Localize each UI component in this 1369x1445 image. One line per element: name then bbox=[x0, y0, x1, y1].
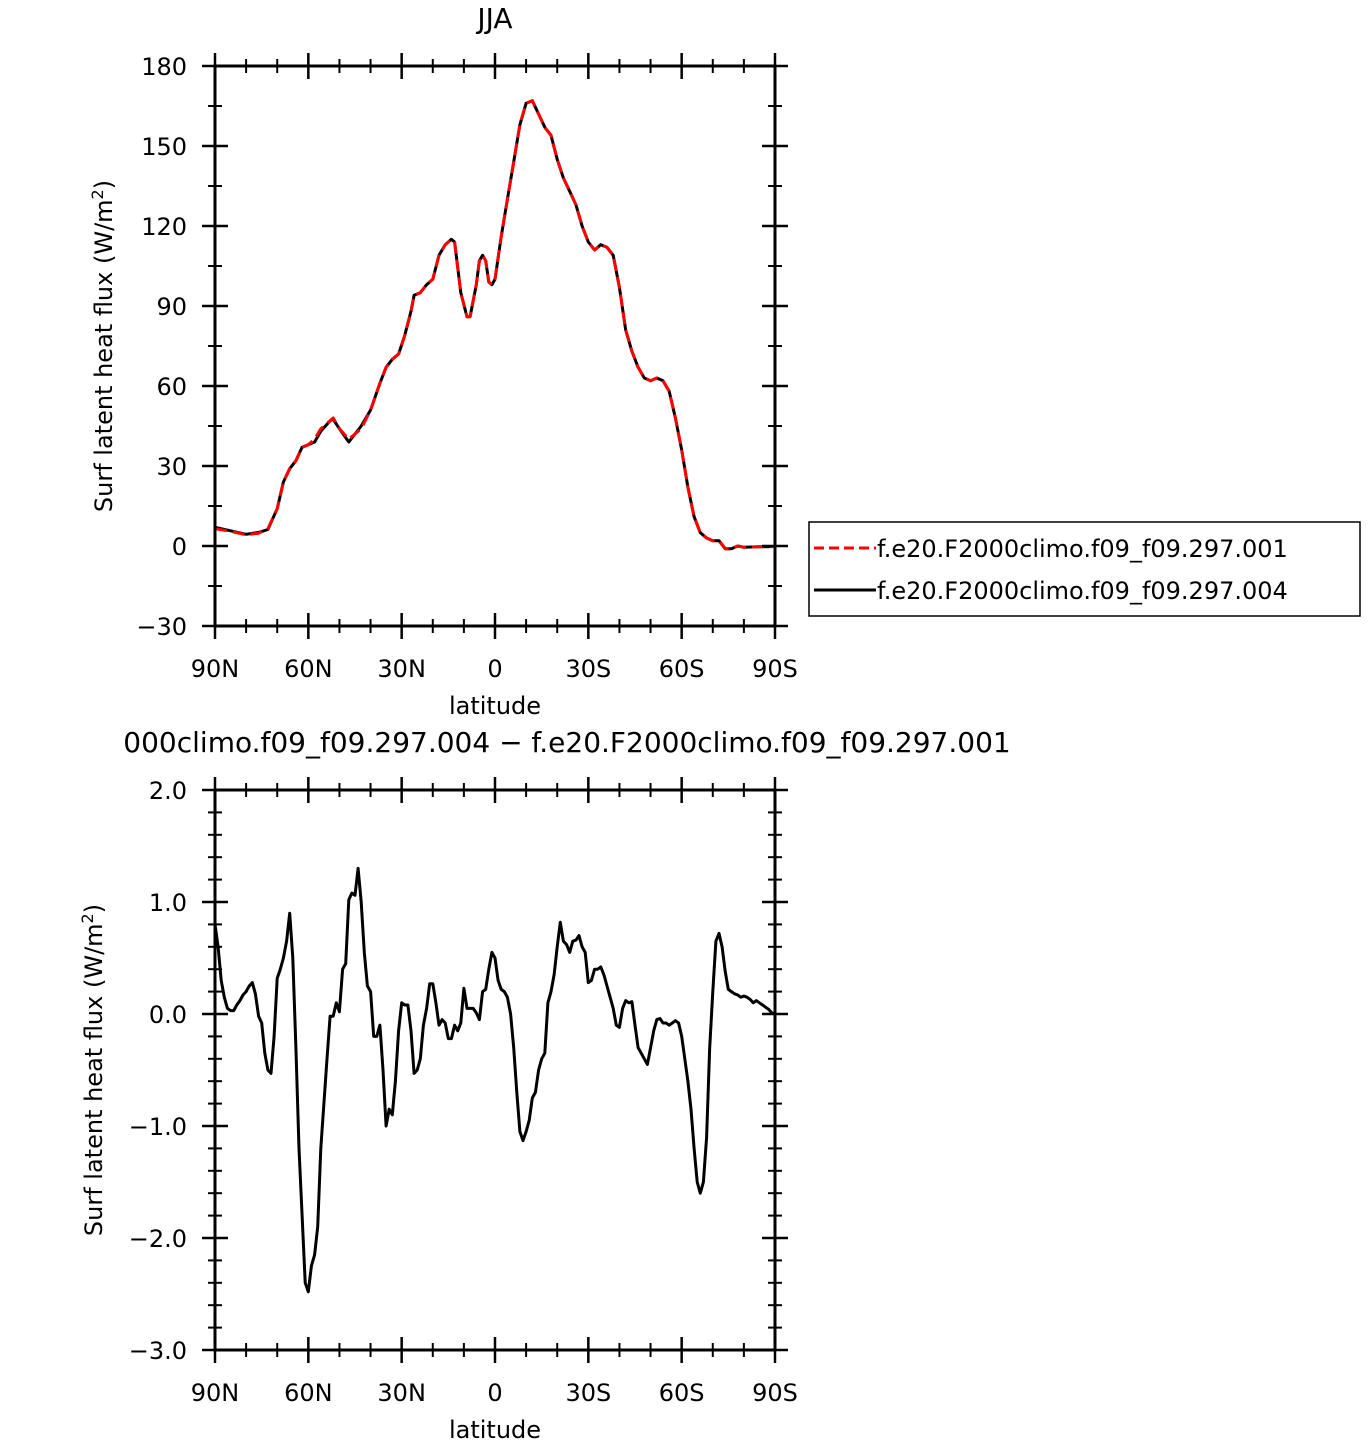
top-chart-y-tick-label: −30 bbox=[136, 613, 187, 641]
top-chart-x-tick-label: 60N bbox=[284, 655, 333, 683]
top-chart-x-tick-label: 0 bbox=[487, 655, 502, 683]
difference-chart-y-axis-label: Surf latent heat flux (W/m2) bbox=[78, 904, 108, 1236]
top-chart-y-tick-label: 150 bbox=[141, 133, 187, 161]
top-chart-y-axis-label: Surf latent heat flux (W/m2) bbox=[88, 180, 118, 512]
top-chart-y-tick-label: 30 bbox=[156, 453, 187, 481]
difference-chart-x-axis-label: latitude bbox=[449, 1416, 541, 1444]
top-chart-plot-frame bbox=[213, 64, 777, 628]
top-chart-x-tick-label: 60S bbox=[659, 655, 705, 683]
difference-line bbox=[213, 866, 776, 1294]
difference-chart-title: 000climo.f09_f09.297.004 − f.e20.F2000cl… bbox=[123, 726, 1010, 759]
top-chart-title: JJA bbox=[475, 2, 512, 35]
top-chart-x-tick-label: 30N bbox=[377, 655, 426, 683]
difference-chart-y-tick-label: 2.0 bbox=[149, 777, 187, 805]
difference-chart-x-tick-label: 30N bbox=[377, 1379, 426, 1407]
difference-chart-y-tick-label: −3.0 bbox=[129, 1337, 187, 1365]
difference-chart-plot-frame bbox=[213, 788, 777, 1352]
difference-chart-x-tick-label: 90S bbox=[752, 1379, 798, 1407]
top-chart-y-tick-label: 0 bbox=[172, 533, 187, 561]
top-chart-x-tick-label: 90S bbox=[752, 655, 798, 683]
top-chart-panel: JJA −30 0 30 60 90 120 150 180 90N 60N 30N 0 30S 60S 9… bbox=[88, 2, 798, 720]
top-chart-x-axis-label: latitude bbox=[449, 692, 541, 720]
difference-chart-y-tick-label: 0.0 bbox=[149, 1001, 187, 1029]
top-chart-x-tick-label: 90N bbox=[191, 655, 240, 683]
difference-chart-x-tick-label: 90N bbox=[191, 1379, 240, 1407]
difference-chart-panel: 000climo.f09_f09.297.004 − f.e20.F2000cl… bbox=[78, 726, 1011, 1444]
legend: f.e20.F2000climo.f09_f09.297.001 f.e20.F… bbox=[808, 521, 1361, 617]
series-001-line bbox=[214, 99, 776, 551]
difference-chart-y-tick-label: −2.0 bbox=[129, 1225, 187, 1253]
top-chart-y-tick-label: 180 bbox=[141, 53, 187, 81]
difference-chart-y-tick-label: −1.0 bbox=[129, 1113, 187, 1141]
top-chart-y-tick-label: 90 bbox=[156, 293, 187, 321]
top-chart-y-tick-label: 120 bbox=[141, 213, 187, 241]
top-chart-y-tick-label: 60 bbox=[156, 373, 187, 401]
legend-label-series-001: f.e20.F2000climo.f09_f09.297.001 bbox=[877, 535, 1288, 563]
difference-chart-x-tick-label: 30S bbox=[565, 1379, 611, 1407]
difference-chart-x-tick-label: 60S bbox=[659, 1379, 705, 1407]
difference-chart-x-tick-label: 0 bbox=[487, 1379, 502, 1407]
top-chart-x-tick-label: 30S bbox=[565, 655, 611, 683]
legend-label-series-004: f.e20.F2000climo.f09_f09.297.004 bbox=[877, 577, 1288, 605]
top-chart-series-group bbox=[214, 99, 776, 551]
legend-box bbox=[808, 521, 1361, 617]
difference-chart-series-group bbox=[213, 866, 776, 1294]
difference-chart-y-tick-label: 1.0 bbox=[149, 889, 187, 917]
series-004-line bbox=[214, 99, 776, 551]
difference-chart-x-tick-label: 60N bbox=[284, 1379, 333, 1407]
